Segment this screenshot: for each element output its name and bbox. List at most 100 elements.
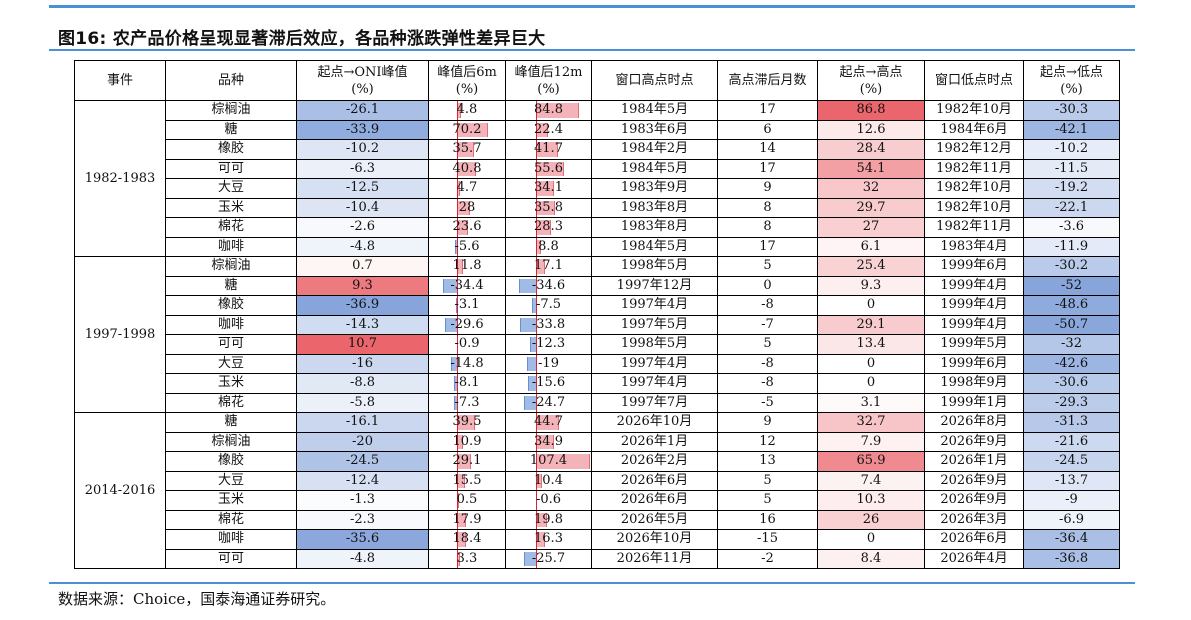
start-to-low: -24.5 — [1023, 451, 1120, 472]
commodity-name: 大豆 — [165, 470, 297, 491]
table-row: 可可 -6.3 40.8 55.6 1984年5月 17 54.1 1982年11月 -11.5 — [75, 158, 1120, 179]
high-lag-months: 17 — [717, 236, 818, 257]
start-to-high: 0 — [817, 373, 925, 394]
start-to-high: 65.9 — [817, 451, 925, 472]
after-peak-6m: 28 — [428, 197, 506, 218]
bar-axis — [457, 198, 459, 217]
start-to-high: 7.4 — [817, 470, 925, 491]
window-low-date: 2026年9月 — [924, 431, 1024, 452]
table-row: 玉米 -10.4 28 35.8 1983年8月 8 29.7 1982年10月 -22.1 — [75, 197, 1120, 218]
after-peak-6m: -34.4 — [428, 275, 506, 296]
bar-axis — [457, 471, 459, 490]
window-high-date: 2026年10月 — [591, 412, 718, 433]
start-to-low: -48.6 — [1023, 295, 1120, 316]
bar-axis — [457, 452, 459, 471]
after-peak-12m: -15.6 — [505, 373, 592, 394]
start-to-high: 8.4 — [817, 548, 925, 569]
table-row: 咖啡 -35.6 18.4 16.3 2026年10月 -15 0 2026年6月 -36.4 — [75, 529, 1120, 550]
window-low-date: 1998年9月 — [924, 373, 1024, 394]
positive-bar — [536, 512, 547, 527]
window-high-date: 1983年9月 — [591, 178, 718, 199]
figure-caption: 图16: 农产品价格呈现显著滞后效应，各品种涨跌弹性差异巨大 — [58, 29, 546, 49]
bar-axis — [457, 218, 459, 237]
window-high-date: 1997年4月 — [591, 295, 718, 316]
bar-axis — [536, 159, 538, 178]
window-low-date: 1982年10月 — [924, 100, 1024, 121]
bar-axis — [536, 315, 538, 334]
header-peak12m: 峰值后12m (%) — [505, 60, 592, 101]
bar-axis — [457, 491, 459, 510]
data-source: 数据来源：Choice，国泰海通证券研究。 — [58, 590, 336, 608]
start-to-high: 9.3 — [817, 275, 925, 296]
header-peak6m: 峰值后6m (%) — [428, 60, 506, 101]
positive-bar — [536, 473, 543, 488]
start-to-oni-peak: 0.7 — [296, 256, 429, 277]
table-row: 棕榈油 -20 10.9 34.9 2026年1月 12 7.9 2026年9月 -21.6 — [75, 431, 1120, 452]
bar-value: 10.9 — [452, 433, 482, 449]
start-to-oni-peak: -24.5 — [296, 451, 429, 472]
high-lag-months: -15 — [717, 529, 818, 550]
commodity-name: 玉米 — [165, 490, 297, 511]
positive-bar — [457, 512, 467, 527]
bar-value: -0.6 — [535, 492, 562, 508]
bar-value: 70.2 — [452, 121, 482, 137]
after-peak-6m: 39.5 — [428, 412, 506, 433]
bar-value: 55.6 — [534, 160, 563, 176]
bar-axis — [536, 335, 538, 354]
bar-value: 44.7 — [534, 414, 563, 430]
window-high-date: 1997年12月 — [591, 275, 718, 296]
bar-axis — [536, 257, 538, 276]
start-to-oni-peak: -14.3 — [296, 314, 429, 335]
start-to-high: 13.4 — [817, 334, 925, 355]
after-peak-6m: 18.4 — [428, 529, 506, 550]
bar-axis — [457, 296, 459, 315]
negative-bar — [519, 317, 538, 332]
bar-axis — [536, 471, 538, 490]
start-to-high: 10.3 — [817, 490, 925, 511]
commodity-name: 玉米 — [165, 197, 297, 218]
after-peak-12m: 28.3 — [505, 217, 592, 238]
positive-bar — [457, 434, 464, 449]
negative-bar — [456, 298, 459, 313]
window-low-date: 1999年4月 — [924, 295, 1024, 316]
high-lag-months: 9 — [717, 178, 818, 199]
bar-value: -15.6 — [531, 375, 566, 391]
commodity-name: 棕榈油 — [165, 256, 297, 277]
positive-bar — [536, 259, 546, 274]
bar-value: 19.8 — [534, 511, 563, 527]
after-peak-6m: 35.7 — [428, 139, 506, 160]
after-peak-12m: 55.6 — [505, 158, 592, 179]
high-lag-months: 8 — [717, 197, 818, 218]
high-lag-months: -8 — [717, 353, 818, 374]
after-peak-6m: 0.5 — [428, 490, 506, 511]
after-peak-12m: 22.4 — [505, 119, 592, 140]
after-peak-12m: -34.6 — [505, 275, 592, 296]
commodity-name: 糖 — [165, 275, 297, 296]
after-peak-6m: 70.2 — [428, 119, 506, 140]
table-row: 大豆 -16 -14.8 -19 1997年4月 -8 0 1999年6月 -42.6 — [75, 353, 1120, 374]
start-to-oni-peak: -1.3 — [296, 490, 429, 511]
bar-axis — [457, 237, 459, 256]
table-row: 棉花 -2.6 23.6 28.3 1983年8月 8 27 1982年11月 -3.6 — [75, 217, 1120, 238]
bar-value: -14.8 — [450, 355, 484, 371]
bar-value: -5.6 — [454, 238, 480, 254]
bar-value: -3.1 — [454, 297, 480, 313]
start-to-oni-peak: -36.9 — [296, 295, 429, 316]
header-lag: 高点滞后月数 — [717, 60, 818, 101]
start-to-high: 12.6 — [817, 119, 925, 140]
bar-value: 39.5 — [452, 414, 482, 430]
window-high-date: 1984年5月 — [591, 236, 718, 257]
window-low-date: 2026年1月 — [924, 451, 1024, 472]
bar-axis — [536, 432, 538, 451]
positive-bar — [536, 532, 546, 547]
table-row: 棉花 -2.3 17.9 19.8 2026年5月 16 26 2026年3月 -6.9 — [75, 509, 1120, 530]
high-lag-months: 5 — [717, 470, 818, 491]
window-high-date: 2026年11月 — [591, 548, 718, 569]
window-high-date: 1984年5月 — [591, 100, 718, 121]
commodity-name: 糖 — [165, 412, 297, 433]
start-to-low: -30.2 — [1023, 256, 1120, 277]
start-to-high: 29.1 — [817, 314, 925, 335]
start-to-low: -29.3 — [1023, 392, 1120, 413]
header-to-low: 起点→低点 (%) — [1023, 60, 1120, 101]
commodity-name: 橡胶 — [165, 295, 297, 316]
